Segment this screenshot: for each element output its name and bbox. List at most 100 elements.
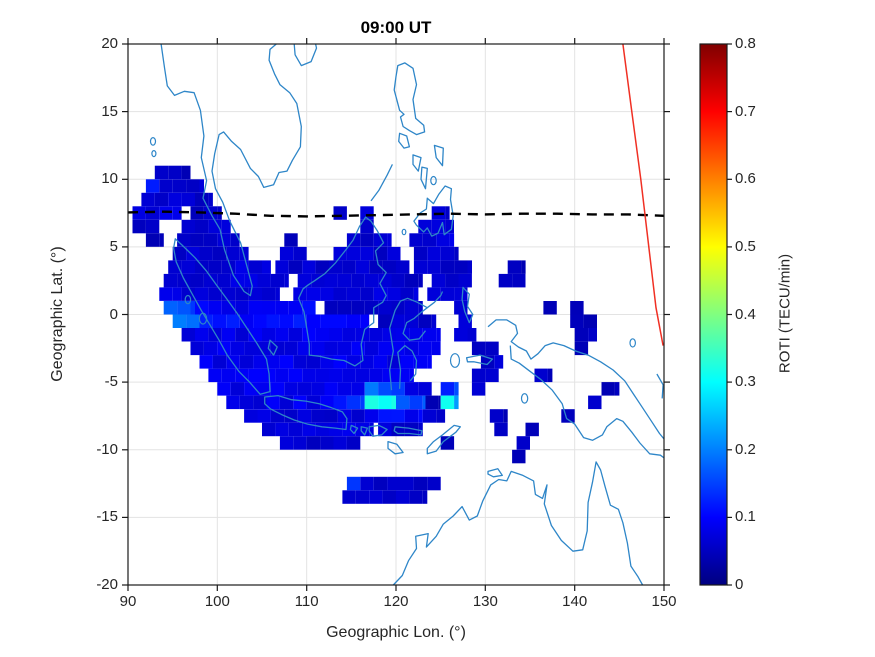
roti-cell — [244, 382, 258, 396]
roti-cell — [284, 273, 289, 288]
roti-cell — [404, 273, 419, 288]
roti-cell — [288, 368, 303, 383]
roti-cell — [302, 368, 316, 383]
roti-cell — [409, 233, 423, 247]
coastline-sumba — [387, 440, 404, 455]
roti-cell — [378, 273, 392, 288]
coastline-small-island — [184, 294, 192, 305]
roti-cell — [418, 382, 432, 396]
roti-cell — [208, 368, 222, 383]
roti-cell — [293, 246, 307, 261]
roti-cell — [369, 422, 374, 437]
roti-cell — [190, 301, 195, 315]
coastline-palawan — [370, 164, 393, 202]
roti-cell — [333, 314, 347, 328]
roti-cell — [288, 328, 303, 342]
roti-cell — [507, 260, 522, 274]
colorbar-tick-label: 0.6 — [735, 170, 756, 188]
colorbar — [699, 43, 732, 586]
roti-cell — [311, 273, 325, 288]
roti-cell — [342, 328, 356, 342]
y-tick-label: -20 — [96, 576, 118, 593]
roti-cell — [333, 287, 347, 301]
roti-cell — [195, 328, 209, 342]
roti-cell — [329, 422, 343, 437]
roti-cell — [364, 409, 379, 423]
roti-cell — [396, 395, 410, 410]
roti-cell — [275, 287, 280, 301]
roti-cell — [288, 260, 303, 274]
roti-cell — [346, 314, 361, 328]
roti-cell — [172, 287, 182, 301]
roti-cell — [324, 273, 338, 288]
roti-cell — [521, 260, 526, 274]
roti-cell — [382, 328, 396, 342]
colorbar-tick-label: 0.1 — [735, 508, 756, 526]
roti-cell — [404, 422, 419, 437]
roti-cell — [244, 409, 258, 423]
roti-cell — [512, 449, 526, 464]
roti-cell — [262, 422, 276, 437]
roti-cell — [217, 382, 231, 396]
coastline-negros — [420, 166, 428, 190]
roti-cell — [378, 395, 392, 410]
y-tick-label: 5 — [109, 237, 118, 255]
roti-cell — [159, 179, 173, 193]
coastline-lombok — [360, 426, 369, 436]
coastline-melville — [487, 468, 503, 478]
roti-cell — [364, 395, 379, 410]
y-tick-label: -10 — [96, 440, 118, 458]
roti-cell — [404, 301, 419, 315]
roti-cell — [418, 409, 423, 423]
roti-cell — [230, 341, 245, 356]
roti-cell — [203, 233, 218, 247]
colorbar-tick-label: 0.4 — [735, 305, 756, 323]
roti-cell — [454, 328, 468, 342]
roti-cell — [181, 260, 195, 274]
roti-cell — [391, 301, 405, 315]
roti-cell — [302, 422, 316, 437]
roti-cell — [387, 287, 401, 301]
roti-cell — [132, 219, 146, 234]
coastline-small-island — [401, 228, 407, 236]
roti-cell — [378, 314, 392, 328]
roti-cell — [351, 301, 365, 315]
roti-cell — [346, 395, 361, 410]
roti-cell — [360, 314, 370, 328]
x-tick-label: 150 — [651, 593, 677, 610]
roti-cell — [306, 314, 321, 328]
roti-cell — [404, 341, 419, 356]
roti-cell — [195, 260, 209, 274]
roti-cell — [427, 355, 432, 369]
roti-cell — [440, 382, 455, 396]
roti-cell — [239, 314, 254, 328]
roti-cell — [454, 260, 468, 274]
x-tick-label: 90 — [119, 593, 137, 610]
roti-cell — [333, 395, 347, 410]
roti-cell — [145, 233, 160, 247]
roti-cell — [574, 328, 589, 342]
roti-cell — [315, 368, 329, 383]
roti-cell — [489, 409, 504, 423]
roti-cell — [306, 355, 321, 369]
roti-cell — [159, 287, 173, 301]
roti-cell — [373, 476, 388, 491]
roti-cell — [315, 328, 329, 342]
roti-cell — [418, 422, 423, 437]
roti-cell — [360, 287, 374, 301]
roti-cell — [208, 219, 222, 234]
roti-cell — [235, 301, 249, 315]
coastline-small-island — [430, 175, 437, 186]
roti-cell — [364, 301, 379, 315]
roti-cell — [378, 301, 392, 315]
roti-cell — [190, 273, 204, 288]
roti-cell — [302, 328, 316, 342]
coastline-mindoro — [398, 132, 411, 149]
roti-cell — [297, 382, 312, 396]
coastline-small-island — [629, 338, 637, 348]
x-axis-label: Geographic Lon. (°) — [326, 624, 466, 641]
roti-cell — [364, 273, 379, 288]
roti-cell — [333, 436, 347, 450]
roti-cell — [351, 409, 365, 423]
roti-cell — [186, 246, 200, 261]
